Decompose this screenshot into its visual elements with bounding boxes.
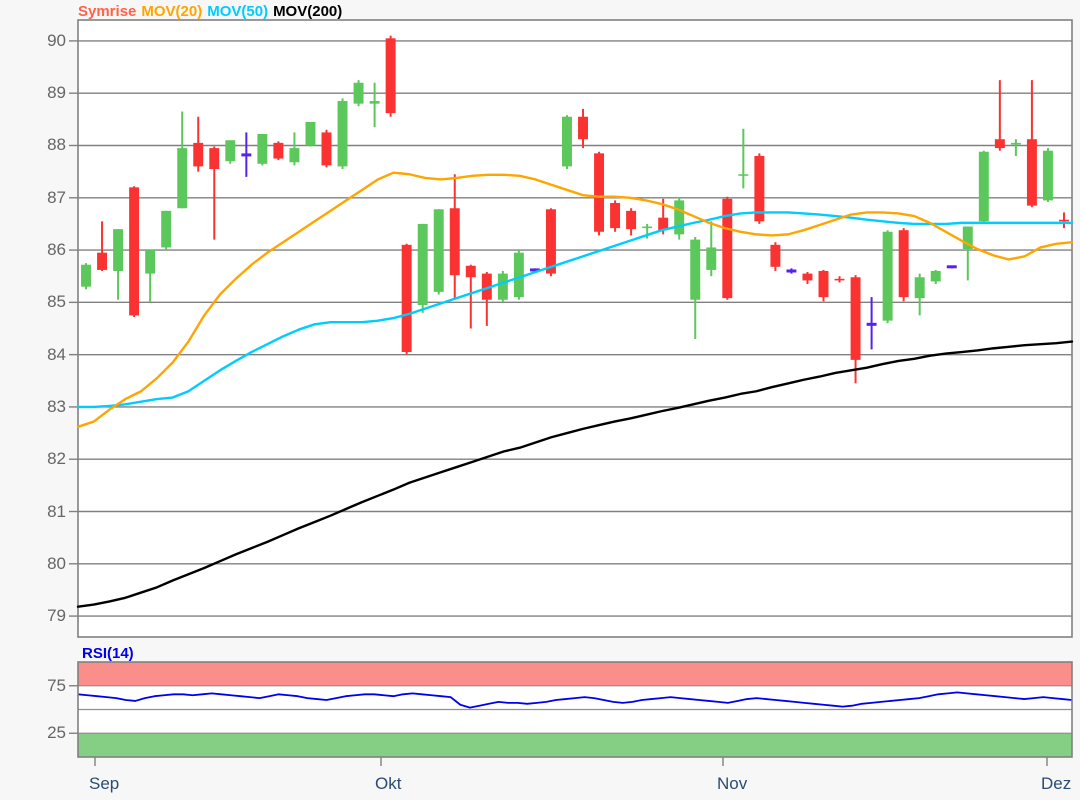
candle-body [770, 244, 781, 267]
candle-body [513, 252, 524, 298]
candle-body [161, 210, 172, 248]
candle-body [1042, 150, 1053, 201]
rsi-label: RSI(14) [82, 645, 134, 662]
price-axis-label: 84 [47, 344, 66, 364]
candle-body [401, 244, 412, 353]
candle-body [850, 277, 861, 360]
price-axis-label: 81 [47, 501, 66, 521]
candle-body [337, 101, 348, 167]
candlestick-series [81, 35, 1069, 384]
candle-body [898, 230, 909, 298]
candle-body [177, 148, 188, 209]
rsi-oversold-zone [78, 733, 1072, 757]
legend-mov50: MOV(50) [207, 3, 269, 20]
price-axis-label: 88 [47, 135, 66, 155]
time-axis-label: Sep [89, 774, 120, 793]
candle-body [562, 116, 572, 167]
candle-body [225, 140, 236, 162]
price-plot-border [77, 19, 1073, 638]
candle-body [738, 174, 749, 176]
price-axis-label: 90 [47, 30, 66, 50]
candle-body [113, 229, 124, 271]
candle-body [578, 116, 588, 140]
rsi-overbought-zone [78, 662, 1072, 686]
price-plot-background [78, 20, 1072, 637]
price-axis-label: 86 [47, 240, 66, 260]
candle-body [1010, 142, 1021, 145]
candle-body [722, 198, 733, 299]
candle-body [97, 252, 108, 270]
rsi-axis-label: 25 [47, 723, 66, 743]
time-axis-label: Okt [375, 774, 402, 793]
candle-body [321, 132, 332, 166]
candle-body [465, 265, 476, 278]
price-axis-label: 85 [47, 292, 66, 312]
rsi-plot-border [77, 661, 1073, 758]
candle-body [914, 277, 925, 299]
candle-body [417, 223, 428, 305]
candle-body [273, 142, 284, 159]
price-axis-label: 87 [47, 187, 66, 207]
candle-body [674, 200, 685, 235]
candle-body [145, 250, 156, 274]
price-axis-label: 80 [47, 553, 66, 573]
candle-body [129, 187, 140, 316]
candle-body [978, 151, 989, 222]
candle-body [385, 38, 396, 114]
candle-body [1059, 219, 1069, 222]
candle-body [930, 270, 941, 282]
time-axis-label: Dez [1041, 774, 1072, 793]
legend-instrument: Symrise [78, 3, 137, 20]
candle-body [81, 264, 91, 287]
candle-body [834, 278, 845, 281]
candle-body [626, 210, 637, 230]
candle-body [962, 226, 973, 250]
candle-body [802, 273, 813, 281]
legend-mov20: MOV(20) [141, 3, 203, 20]
candle-body [658, 217, 669, 231]
candle-body [449, 208, 460, 276]
candle-body [706, 247, 717, 270]
candle-body [882, 231, 893, 321]
candle-body [545, 209, 556, 274]
price-axis-label: 83 [47, 396, 66, 416]
candle-body [1026, 139, 1037, 206]
candle-body [193, 142, 204, 167]
candle-body [209, 148, 220, 170]
candle-body [289, 148, 300, 163]
price-axis-label: 89 [47, 83, 66, 103]
candle-body [994, 139, 1005, 149]
candle-body [754, 155, 765, 222]
price-axis-label: 82 [47, 449, 66, 469]
candle-body [594, 153, 605, 232]
chart-legend: Symrise MOV(20) MOV(50) MOV(200) [78, 3, 347, 21]
rsi-axis-label: 75 [47, 675, 66, 695]
candle-body [305, 121, 316, 146]
candle-body [818, 270, 829, 298]
candle-body [481, 273, 492, 300]
candle-body [257, 133, 268, 164]
candle-body [610, 203, 621, 229]
candle-body [433, 209, 444, 292]
candle-body [497, 273, 508, 300]
candle-body [353, 82, 364, 104]
mov20-line [76, 171, 1074, 428]
candle-body [642, 226, 653, 229]
time-axis-label: Nov [717, 774, 748, 793]
mov50-line [76, 211, 1074, 409]
price-axis-label: 79 [47, 606, 66, 626]
rsi-line [77, 691, 1073, 709]
mov200-line [76, 340, 1074, 608]
candle-body [690, 239, 701, 300]
candle-body [369, 101, 380, 104]
legend-mov200: MOV(200) [273, 3, 343, 20]
